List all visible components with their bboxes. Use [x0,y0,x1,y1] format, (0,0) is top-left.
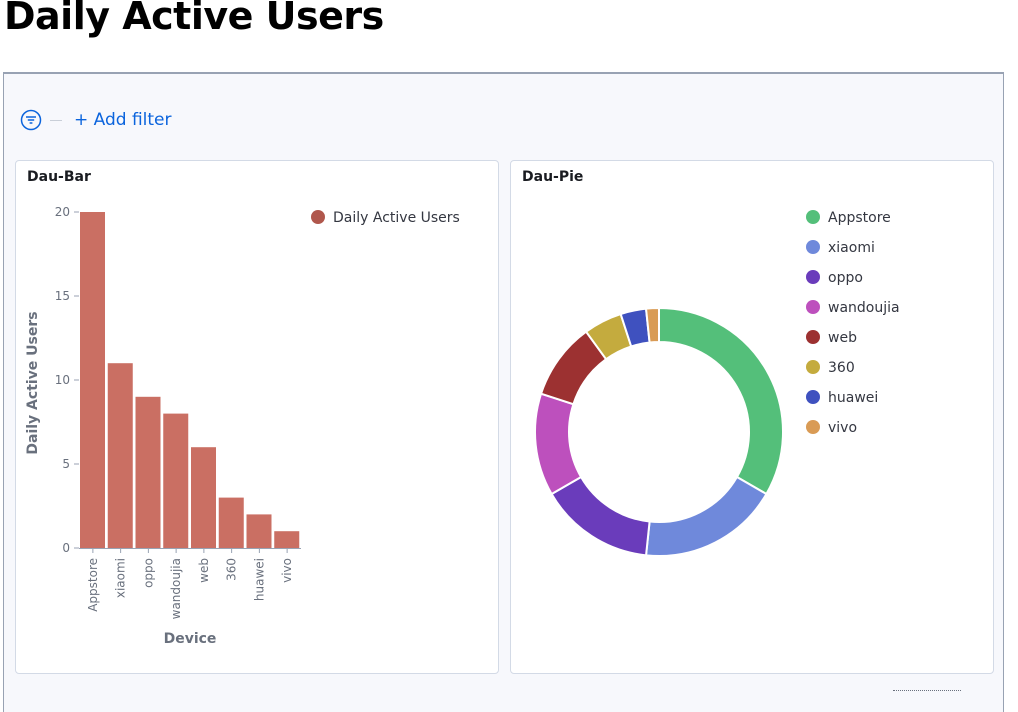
y-tick-label: 10 [55,373,70,387]
legend-label: web [828,330,857,346]
x-tick-label: wandoujia [169,558,183,619]
y-tick-label: 5 [62,457,70,471]
x-tick-label: Appstore [86,558,100,612]
x-tick-label: web [197,558,211,583]
legend-swatch-web [806,330,820,344]
legend-swatch-oppo [806,270,820,284]
dashboard: + Add filter Dau-Bar 0 5 10 15 20 Appstore xia… [3,72,1004,712]
legend-swatch-Appstore [806,210,820,224]
add-filter-button[interactable]: + Add filter [74,110,172,130]
legend-swatch-xiaomi [806,240,820,254]
legend-label: 360 [828,360,855,376]
filter-separator [50,119,62,121]
bar-xiaomi [107,363,133,548]
x-tick-label: xiaomi [114,558,128,598]
y-tick-label: 20 [55,205,70,219]
legend-label: wandoujia [828,300,900,316]
pie-slice-vivo [644,306,660,344]
footer-divider [893,690,961,691]
legend-swatch-360 [806,360,820,374]
legend-swatch-huawei [806,390,820,404]
x-tick-label: huawei [252,558,266,601]
legend-label: Daily Active Users [333,210,460,226]
legend-label: Appstore [828,210,891,226]
y-tick-label: 0 [62,541,70,555]
pie-chart-panel: Dau-Pie Appstore xiaomi oppo wandoujia web 36… [510,160,994,674]
bar-web [191,447,216,548]
bar-chart-panel: Dau-Bar 0 5 10 15 20 Appstore xiaomi oppo wandou… [15,160,499,674]
page-title: Daily Active Users [4,0,384,38]
bar-360 [218,497,244,548]
bar-chart: 0 5 10 15 20 Appstore xiaomi oppo wandoujia web 36… [25,205,460,647]
x-tick-label: oppo [141,558,155,588]
bar-oppo [135,396,161,548]
bar-wandoujia [163,413,189,548]
x-axis-title: Device [164,631,217,647]
legend-label: huawei [828,390,878,406]
pie-slice-oppo [550,475,651,557]
x-tick-label: 360 [225,558,239,581]
pie-chart: Appstore xiaomi oppo wandoujia web 360 huawei v… [534,210,900,557]
bar-vivo [274,531,300,548]
bar-huawei [246,514,272,548]
x-tick-label: vivo [280,558,294,583]
pie-slice-Appstore [658,306,784,496]
pie-slice-wandoujia [534,392,583,496]
legend-swatch-vivo [806,420,820,434]
bar-panel-title: Dau-Bar [27,169,91,185]
legend-swatch [311,210,325,224]
pie-slice-xiaomi [644,475,768,557]
bar-Appstore [80,212,105,548]
filter-bar: + Add filter [20,108,172,132]
pie-panel-title: Dau-Pie [522,169,584,185]
legend-label: xiaomi [828,240,875,256]
legend-swatch-wandoujia [806,300,820,314]
legend-label: oppo [828,270,863,286]
filter-icon[interactable] [20,109,42,131]
legend-label: vivo [828,420,857,436]
y-axis-title: Daily Active Users [25,311,41,454]
y-tick-label: 15 [55,289,70,303]
